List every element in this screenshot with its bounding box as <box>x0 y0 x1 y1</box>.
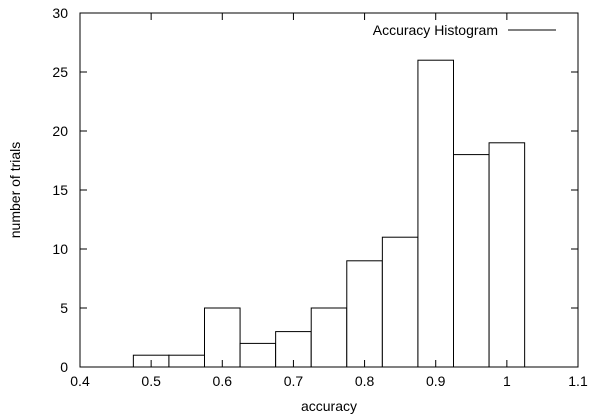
x-axis-title: accuracy <box>301 398 357 414</box>
x-tick-label: 0.7 <box>284 373 304 389</box>
x-tick-label: 0.8 <box>355 373 375 389</box>
legend: Accuracy Histogram <box>373 22 556 38</box>
y-tick-label: 15 <box>52 182 68 198</box>
histogram-bar <box>381 236 419 368</box>
x-tick-label: 0.4 <box>70 373 90 389</box>
bars-group <box>132 59 526 368</box>
legend-label: Accuracy Histogram <box>373 22 498 38</box>
histogram-bar <box>239 342 277 368</box>
ticks-group: 0.4 0.5 0.6 0.7 0.8 0.9 1 1.1 0 5 10 15 20 25 30 <box>52 5 588 389</box>
x-tick-label: 0.5 <box>141 373 161 389</box>
x-tick-label: 1.1 <box>568 373 588 389</box>
histogram-bar <box>453 154 490 368</box>
y-tick-label: 30 <box>52 5 68 21</box>
x-tick-label: 0.9 <box>426 373 446 389</box>
y-tick-label: 5 <box>60 300 68 316</box>
histogram-bar <box>310 307 348 368</box>
histogram-bar <box>488 142 526 368</box>
histogram-bar <box>346 260 383 368</box>
histogram-bar <box>417 59 454 368</box>
x-tick-label: 1 <box>503 373 511 389</box>
y-tick-label: 20 <box>52 123 68 139</box>
y-tick-label: 25 <box>52 64 68 80</box>
x-tick-label: 0.6 <box>213 373 233 389</box>
y-tick-label: 10 <box>52 241 68 257</box>
histogram-bar <box>168 354 206 368</box>
y-tick-label: 0 <box>60 359 68 375</box>
histogram-bar <box>204 307 241 368</box>
y-axis-title: number of trials <box>7 142 23 238</box>
plot-frame <box>79 12 579 368</box>
